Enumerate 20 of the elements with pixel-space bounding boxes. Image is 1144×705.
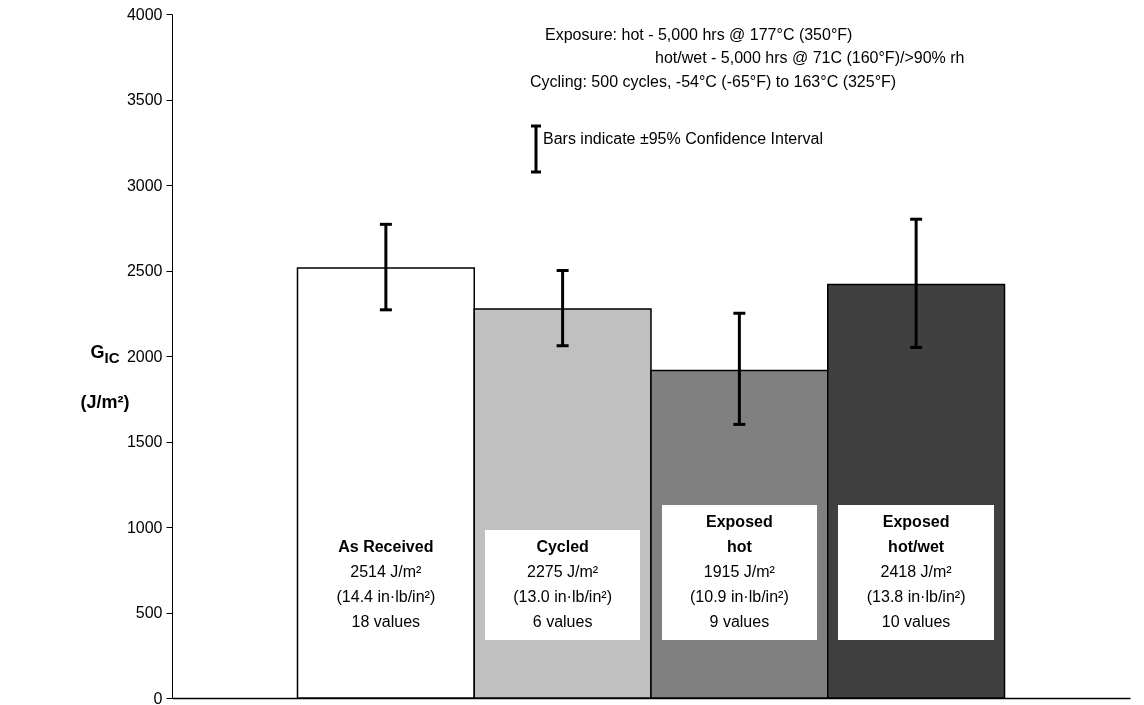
annotation: Cycling: 500 cycles, -54°C (-65°F) to 163°C (325°F) — [530, 73, 897, 90]
annotation: Exposure: hot - 5,000 hrs @ 177°C (350°F) — [545, 26, 853, 43]
x-tick-label: As Received — [338, 538, 434, 555]
annotation: hot/wet - 5,000 hrs @ 71C (160°F)/>90% rh — [655, 49, 965, 66]
y-tick-label: 0 — [153, 689, 163, 705]
y-tick-label: 1000 — [126, 518, 163, 536]
x-tick-label: Exposed hot/wet — [882, 513, 950, 555]
y-tick-label: 2500 — [126, 262, 163, 279]
x-tick-label: Cycled — [536, 538, 589, 555]
label-panel: Exposed hot 1915 J/m² (10.9 in·lb/in²) 9 values — [661, 505, 818, 640]
y-tick-label: 3500 — [126, 91, 163, 108]
label-panel: Exposed hot/wet 2418 J/m² (13.8 in·lb/in²) 10 values — [838, 505, 994, 640]
y-tick-label: 2000 — [126, 347, 163, 365]
y-tick-label: 3000 — [126, 176, 163, 194]
label-panel: Cycled 2275 J/m² (13.0 in·lb/in²) 6 values — [484, 530, 641, 640]
y-tick-label: 500 — [135, 604, 163, 621]
y-tick-label: 4000 — [126, 5, 163, 23]
y-tick-label: 1500 — [126, 433, 163, 450]
x-tick-label: Exposed hot — [706, 513, 773, 555]
annotation: Bars indicate ±95% Confidence Interval — [543, 130, 824, 147]
